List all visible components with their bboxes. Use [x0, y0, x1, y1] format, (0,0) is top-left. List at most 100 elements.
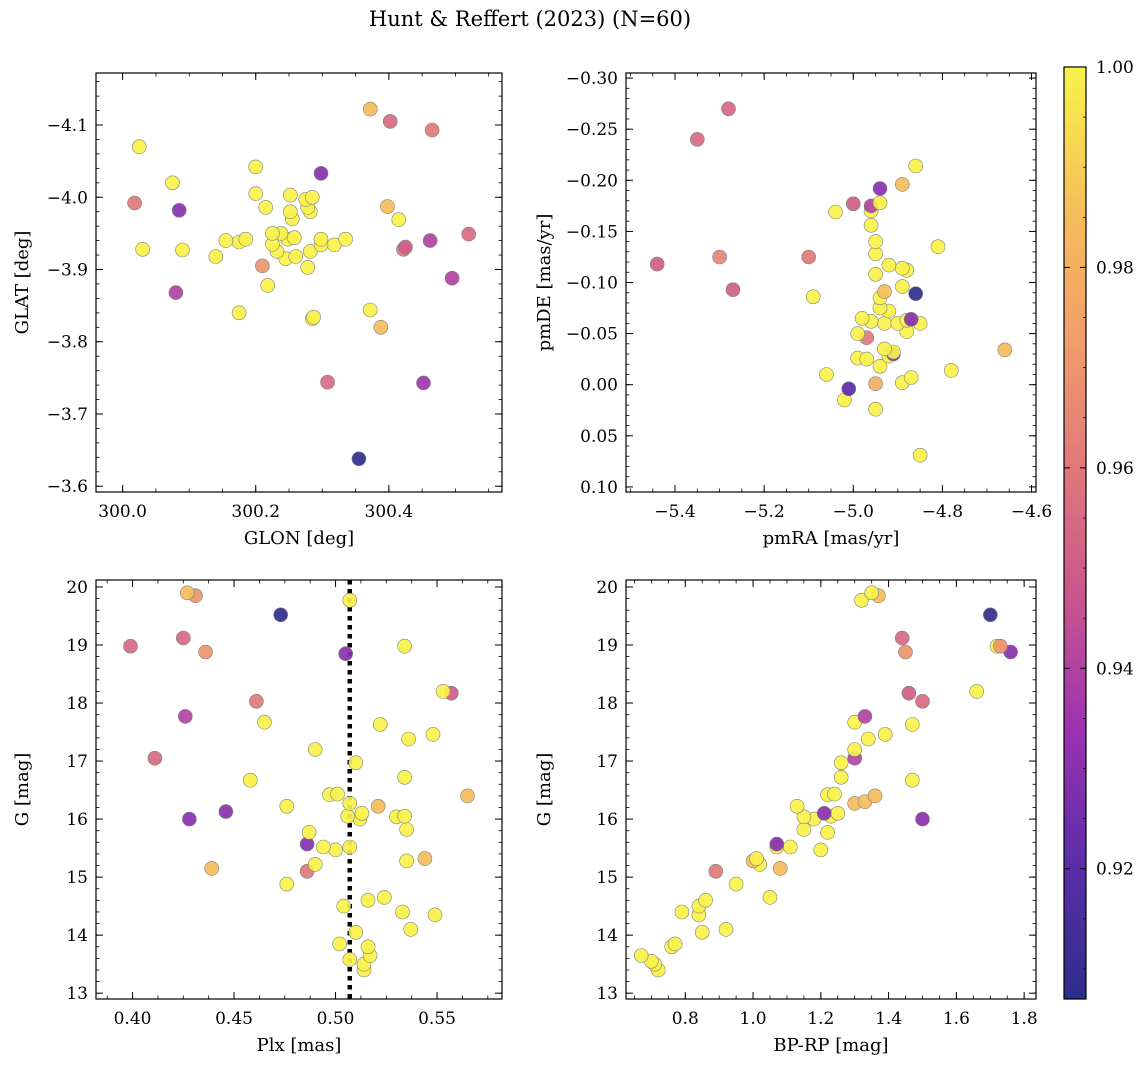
- scatter-point: [904, 717, 920, 732]
- scatter-point: [132, 139, 147, 154]
- y-tick-label: 17: [66, 752, 88, 772]
- scatter-point: [362, 302, 378, 318]
- y-tick-label: 18: [596, 694, 618, 714]
- scatter-point: [863, 218, 879, 233]
- scatter-point: [231, 305, 247, 321]
- scatter-point: [444, 270, 460, 286]
- scatter-point: [796, 822, 812, 837]
- y-tick-label: −0.10: [566, 274, 618, 294]
- scatter-point: [279, 876, 295, 892]
- colorbar-tick-label: 0.98: [1096, 258, 1134, 278]
- y-tick-label: 0.05: [580, 427, 618, 447]
- scatter-point: [857, 709, 873, 724]
- scatter-point: [712, 249, 727, 265]
- scatter-point: [332, 936, 347, 952]
- panel-bprp-g: 0.8 1.0 1.2 1.4 1.6 1.8 13 14 15 16 17 18 19 20 BP-RP …: [534, 578, 1038, 1056]
- scatter-point: [342, 952, 358, 967]
- scatter-point: [395, 904, 410, 920]
- scatter-point: [769, 836, 785, 852]
- scatter-point: [912, 447, 928, 463]
- scatter-point: [649, 256, 665, 272]
- scatter-point: [903, 311, 919, 327]
- scatter-point: [721, 101, 736, 117]
- scatter-point: [265, 226, 280, 241]
- scatter-point: [391, 212, 407, 227]
- scatter-point: [260, 278, 276, 293]
- scatter-point: [435, 684, 451, 699]
- scatter-point: [915, 811, 930, 827]
- y-tick-label: −3.6: [47, 477, 88, 497]
- scatter-point: [417, 851, 433, 866]
- y-tick-label: −3.7: [47, 405, 88, 425]
- scatter-point: [135, 242, 150, 257]
- scatter-point: [901, 685, 917, 701]
- scatter-point: [749, 851, 764, 866]
- scatter-point: [307, 742, 323, 757]
- scatter-point: [342, 839, 358, 855]
- axes-frame: [95, 72, 503, 493]
- y-tick-label: 20: [596, 578, 618, 598]
- scatter-point: [689, 132, 705, 147]
- scatter-point: [819, 367, 834, 382]
- scatter-point: [997, 342, 1013, 358]
- x-tick-label: 300.2: [231, 502, 280, 522]
- scatter-point: [397, 638, 412, 654]
- scatter-point: [218, 804, 234, 819]
- scatter-point: [424, 122, 440, 138]
- scatter-point: [182, 811, 197, 827]
- scatter-point: [461, 226, 477, 242]
- scatter-point: [782, 839, 798, 855]
- scatter-point: [667, 936, 683, 952]
- scatter-point: [301, 825, 317, 840]
- scatter-point: [248, 186, 263, 201]
- scatter-point: [397, 808, 412, 824]
- x-tick-label: 1.0: [740, 1009, 767, 1029]
- scatter-point: [789, 798, 805, 814]
- scatter-point: [460, 788, 475, 804]
- scatter-point: [198, 644, 213, 660]
- scatter-point: [833, 769, 849, 785]
- y-tick-label: 0.00: [580, 376, 618, 396]
- scatter-point: [257, 714, 272, 730]
- colorbar-frame: [1063, 66, 1087, 1000]
- scatter-point: [854, 592, 869, 608]
- scatter-point: [868, 246, 883, 262]
- x-tick-label: −5.2: [744, 502, 785, 522]
- scatter-point: [881, 257, 897, 273]
- scatter-point: [338, 646, 354, 662]
- scatter-points: [123, 585, 475, 978]
- scatter-point: [273, 607, 289, 623]
- scatter-point: [171, 203, 187, 218]
- scatter-point: [915, 693, 930, 709]
- y-tick-label: −4.1: [47, 116, 88, 136]
- scatter-point: [313, 231, 329, 247]
- scatter-point: [401, 731, 416, 747]
- scatter-point: [165, 175, 180, 191]
- y-tick-label: 16: [596, 810, 618, 830]
- scatter-point: [868, 401, 883, 417]
- panel-glon-glat: 300.0 300.2 300.4 −3.6 −3.7 −3.8 −3.9 −4.0 −4.1 G…: [12, 72, 503, 549]
- colorbar-tick-label: 1.00: [1096, 58, 1134, 78]
- y-tick-label: 0.10: [580, 478, 618, 498]
- x-tick-label: 0.55: [418, 1009, 456, 1029]
- scatter-point: [376, 890, 392, 905]
- x-tick-label: −4.6: [1011, 502, 1052, 522]
- scatter-point: [348, 924, 364, 940]
- scatter-point: [399, 822, 414, 837]
- scatter-point: [208, 249, 224, 264]
- scatter-point: [877, 727, 893, 742]
- scatter-point: [218, 233, 234, 248]
- y-tick-label: 15: [66, 868, 88, 888]
- scatter-point: [354, 805, 370, 821]
- scatter-point: [282, 204, 298, 219]
- x-tick-label: 300.4: [365, 502, 414, 522]
- scatter-point: [820, 825, 835, 840]
- y-tick-label: −4.0: [47, 188, 88, 208]
- y-tick-label: 17: [596, 752, 618, 772]
- scatter-point: [204, 861, 219, 876]
- y-tick-label: −0.05: [566, 325, 618, 345]
- scatter-point: [320, 374, 335, 390]
- scatter-point: [813, 842, 829, 858]
- scatter-point: [930, 239, 946, 254]
